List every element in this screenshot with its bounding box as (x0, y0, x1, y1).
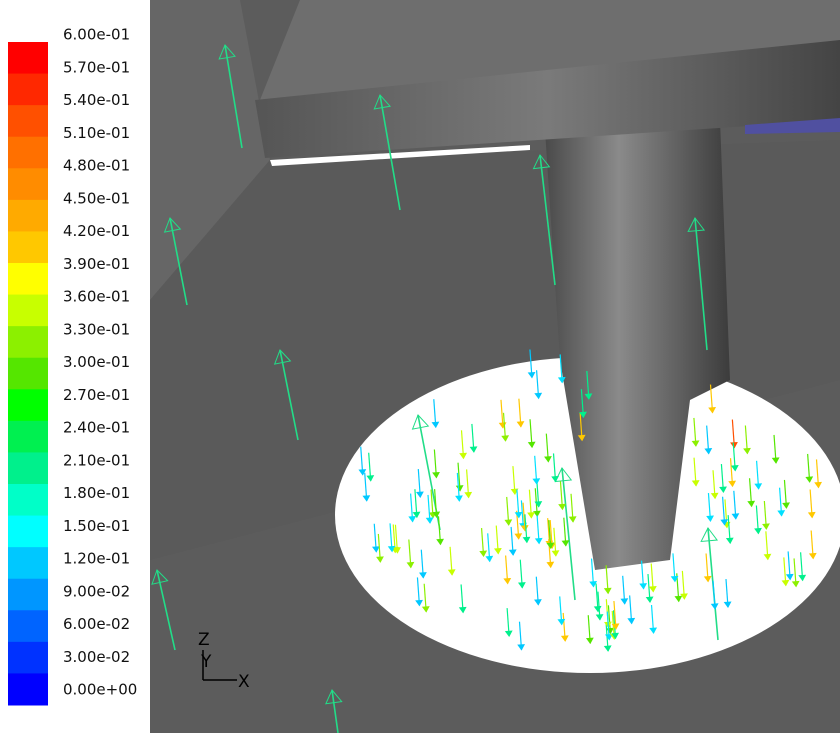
color-swatch (8, 42, 48, 74)
colorbar-label: 3.90e-01 (63, 255, 130, 273)
colorbar-label: 6.00e-01 (63, 26, 130, 44)
colorbar-label: 3.60e-01 (63, 288, 130, 306)
color-swatch (8, 263, 48, 295)
colorbar-label: 4.50e-01 (63, 189, 130, 207)
color-swatch (8, 137, 48, 169)
color-swatch (8, 358, 48, 390)
colorbar-label: 6.00e-02 (63, 615, 130, 633)
triad-x: X (238, 672, 250, 692)
colorbar-label: 1.50e-01 (63, 517, 130, 535)
colorbar-label: 0.00e+00 (63, 681, 137, 699)
colorbar-label: 1.20e-01 (63, 550, 130, 568)
color-swatch (8, 673, 48, 705)
color-swatch (8, 642, 48, 674)
color-swatch (8, 326, 48, 358)
color-swatch (8, 105, 48, 137)
triad-y: Y (200, 652, 212, 672)
3d-scene (150, 0, 840, 733)
colorbar-label: 1.80e-01 (63, 484, 130, 502)
colorbar-label: 2.10e-01 (63, 451, 130, 469)
colorbar-label: 5.40e-01 (63, 91, 130, 109)
color-swatch (8, 516, 48, 548)
triad-z: Z (198, 630, 210, 650)
color-swatch (8, 610, 48, 642)
color-swatch (8, 579, 48, 611)
colorbar-label: 4.20e-01 (63, 222, 130, 240)
colorbar-label: 3.30e-01 (63, 320, 130, 338)
screenshot: 6.00e-01 5.70e-01 5.40e-01 5.10e-01 4.80e-01… (0, 0, 840, 733)
color-swatch (8, 231, 48, 263)
colorbar-label: 3.00e-01 (63, 353, 130, 371)
color-swatch (8, 421, 48, 453)
colorbar-label: 3.00e-02 (63, 648, 130, 666)
color-swatch (8, 200, 48, 232)
colorbar-label: 2.70e-01 (63, 386, 130, 404)
color-swatch (8, 547, 48, 579)
color-swatch (8, 452, 48, 484)
color-swatch (8, 74, 48, 106)
colorbar-label: 4.80e-01 (63, 157, 130, 175)
colorbar-label: 5.70e-01 (63, 58, 130, 76)
colorbar-label: 9.00e-02 (63, 582, 130, 600)
color-swatch (8, 484, 48, 516)
color-swatch (8, 168, 48, 200)
color-swatch (8, 389, 48, 421)
colorbar-label: 2.40e-01 (63, 419, 130, 437)
colorbar-label: 5.10e-01 (63, 124, 130, 142)
color-swatch (8, 295, 48, 327)
